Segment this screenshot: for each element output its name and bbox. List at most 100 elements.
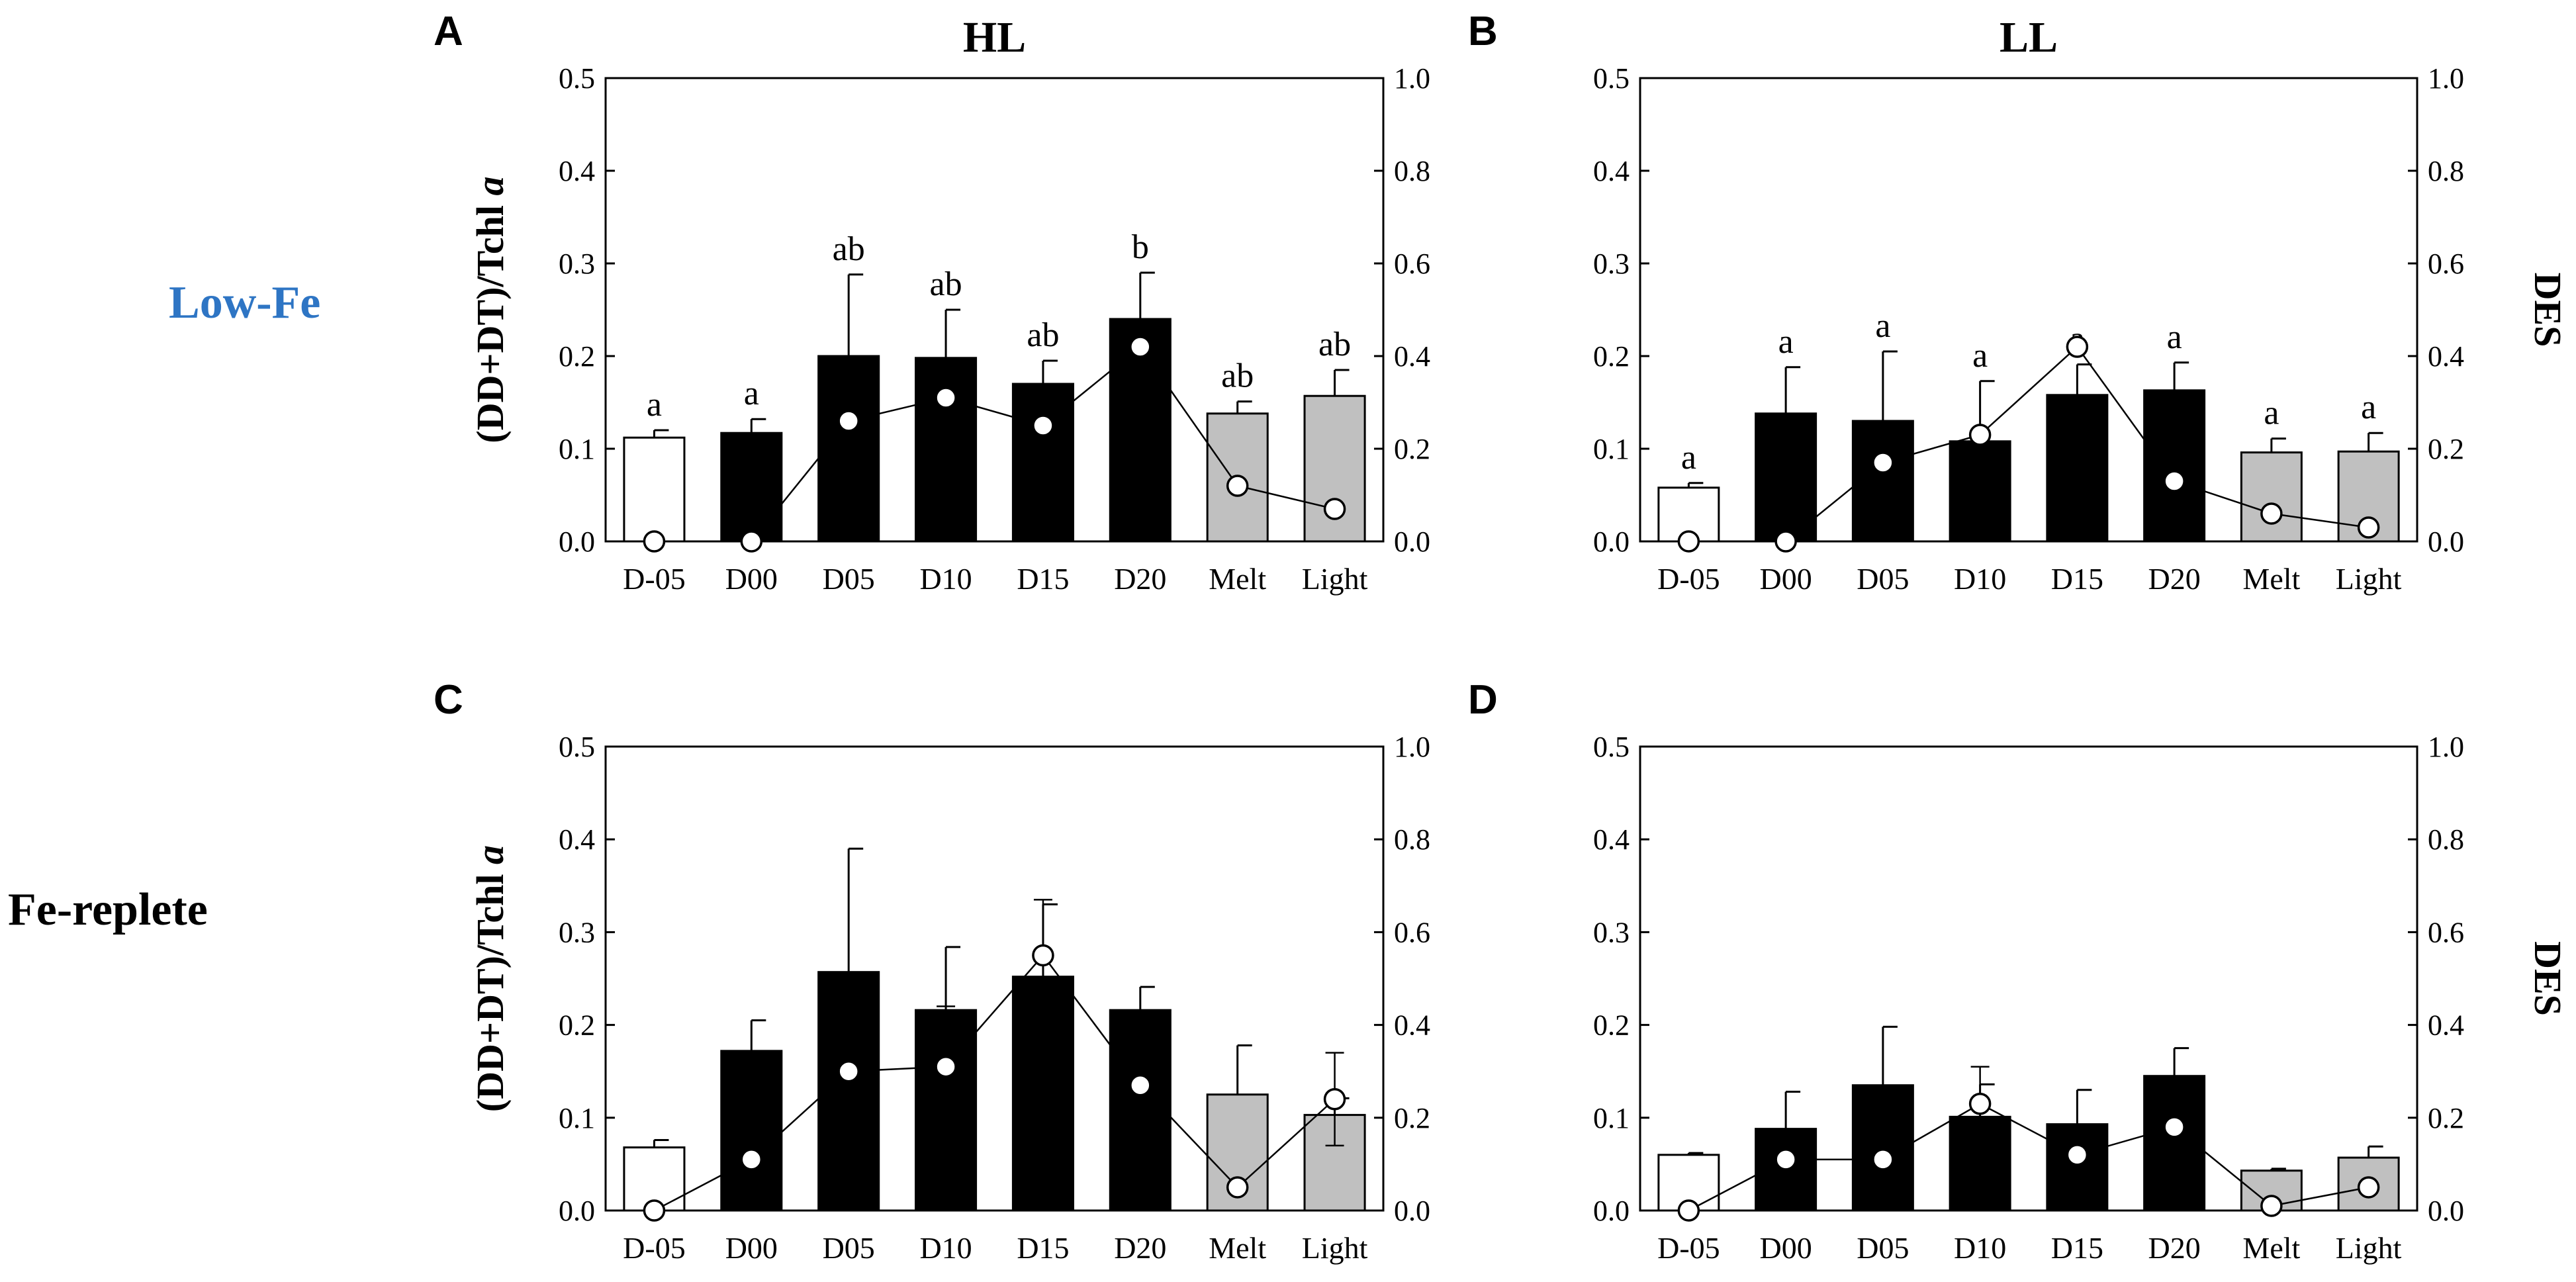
des-point xyxy=(1323,498,1346,520)
right-tick-label: 0.4 xyxy=(2428,340,2464,373)
panel-letter: C xyxy=(434,677,463,723)
bar xyxy=(2240,451,2303,543)
des-point xyxy=(1032,944,1054,967)
left-tick-label: 0.3 xyxy=(559,916,595,948)
left-tick-label: 0.2 xyxy=(559,1009,595,1042)
panel-a: A HL 0.0 0.1 0.2 0.3 0.4 0.5 0.0 0.2 0.4 0.6 0.8 1.0 (… xyxy=(434,9,1430,596)
bar xyxy=(1011,976,1074,1212)
y-axis-label-left: (DD+DT)/Tchl a xyxy=(469,845,512,1112)
left-tick-label: 0.1 xyxy=(559,1102,595,1134)
right-tick-label: 0.2 xyxy=(1394,433,1430,465)
category-label: D10 xyxy=(1954,1231,2006,1265)
panel-letter: B xyxy=(1468,9,1498,54)
significance-letter: a xyxy=(2264,394,2279,432)
des-line xyxy=(1688,345,2369,543)
significance-letter: a xyxy=(2167,318,2182,356)
des-point xyxy=(1872,1148,1894,1171)
left-tick-label: 0.3 xyxy=(559,248,595,280)
des-point xyxy=(2260,502,2283,525)
des-point xyxy=(1774,1148,1797,1171)
bar xyxy=(2046,394,2109,543)
category-label: D20 xyxy=(2148,562,2201,596)
category-label: Melt xyxy=(2242,1231,2300,1265)
category-label: D00 xyxy=(725,1231,778,1265)
left-tick-label: 0.5 xyxy=(559,62,595,95)
left-tick-label: 0.5 xyxy=(559,731,595,763)
des-point xyxy=(1872,451,1894,474)
panel-title: LL xyxy=(2000,13,2058,62)
right-tick-label: 0.4 xyxy=(2428,1009,2464,1042)
significance-letter: a xyxy=(2361,389,2376,426)
category-label: D15 xyxy=(1017,562,1069,596)
category-label: D00 xyxy=(1760,562,1812,596)
category-label: Melt xyxy=(2242,562,2300,596)
significance-letter: a xyxy=(1875,307,1890,345)
des-point xyxy=(1968,1093,1992,1115)
category-label: D00 xyxy=(725,562,778,596)
y-axis-label-right: DES xyxy=(2526,273,2569,347)
bar xyxy=(720,1050,783,1212)
category-label: D-05 xyxy=(623,1231,686,1265)
y-axis-label-italic: a xyxy=(469,176,512,195)
significance-letter: ab xyxy=(1027,316,1059,354)
des-point xyxy=(1677,1199,1700,1222)
category-label: Melt xyxy=(1209,1231,1266,1265)
left-tick-label: 0.4 xyxy=(559,155,595,187)
left-tick-label: 0.5 xyxy=(1593,62,1630,95)
des-point xyxy=(837,410,860,432)
category-label: D20 xyxy=(1114,562,1166,596)
left-tick-label: 0.0 xyxy=(1593,1195,1630,1227)
left-tick-label: 0.4 xyxy=(1593,823,1630,856)
des-point xyxy=(1032,414,1054,437)
category-label: Melt xyxy=(1209,562,1266,596)
right-tick-label: 0.6 xyxy=(1394,248,1430,280)
category-label: D05 xyxy=(823,562,875,596)
right-tick-label: 1.0 xyxy=(1394,731,1430,763)
category-label: D10 xyxy=(919,1231,972,1265)
des-point xyxy=(1968,424,1992,446)
right-tick-label: 0.4 xyxy=(1394,1009,1430,1042)
category-label: Light xyxy=(1302,562,1368,596)
category-label: D20 xyxy=(2148,1231,2201,1265)
bar xyxy=(1949,440,2011,543)
bar xyxy=(1851,420,1914,543)
des-point xyxy=(1129,336,1152,358)
bar xyxy=(1755,412,1817,543)
des-point xyxy=(935,1055,957,1078)
right-tick-label: 0.8 xyxy=(1394,823,1430,856)
right-tick-label: 0.2 xyxy=(2428,433,2464,465)
significance-letter: ab xyxy=(833,230,865,268)
right-tick-label: 0.6 xyxy=(2428,916,2464,948)
panel-title: HL xyxy=(963,13,1026,62)
des-point xyxy=(1323,1088,1346,1111)
des-point xyxy=(1226,475,1249,497)
plot-frame xyxy=(1639,745,2418,1212)
left-tick-label: 0.0 xyxy=(559,1195,595,1227)
left-tick-label: 0.2 xyxy=(1593,340,1630,373)
category-label: D15 xyxy=(2051,1231,2103,1265)
des-point xyxy=(2066,1144,2089,1166)
category-label: D15 xyxy=(1017,1231,1069,1265)
significance-letter: a xyxy=(1681,439,1696,477)
plot-frame xyxy=(1639,77,2418,543)
right-tick-label: 0.0 xyxy=(2428,526,2464,558)
des-point xyxy=(935,387,957,409)
category-label: D-05 xyxy=(1657,562,1720,596)
left-tick-label: 0.0 xyxy=(559,526,595,558)
des-point xyxy=(2357,516,2380,539)
category-label: Light xyxy=(2336,1231,2402,1265)
bar xyxy=(817,355,880,543)
row-label-fe-replete: Fe-replete xyxy=(8,884,208,935)
category-label: D10 xyxy=(919,562,972,596)
plot-frame xyxy=(604,77,1385,543)
y-axis-label-italic: a xyxy=(469,845,512,864)
significance-letter: a xyxy=(1778,323,1794,361)
right-tick-label: 0.0 xyxy=(2428,1195,2464,1227)
right-tick-label: 0.8 xyxy=(2428,823,2464,856)
right-tick-label: 0.0 xyxy=(1394,1195,1430,1227)
des-line xyxy=(654,345,1335,543)
des-point xyxy=(1226,1176,1249,1199)
category-label: D05 xyxy=(823,1231,875,1265)
right-tick-label: 1.0 xyxy=(2428,62,2464,95)
des-point xyxy=(2163,1116,2185,1138)
